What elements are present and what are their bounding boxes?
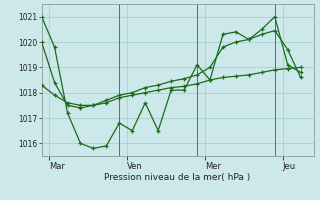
X-axis label: Pression niveau de la mer( hPa ): Pression niveau de la mer( hPa ) [104, 173, 251, 182]
